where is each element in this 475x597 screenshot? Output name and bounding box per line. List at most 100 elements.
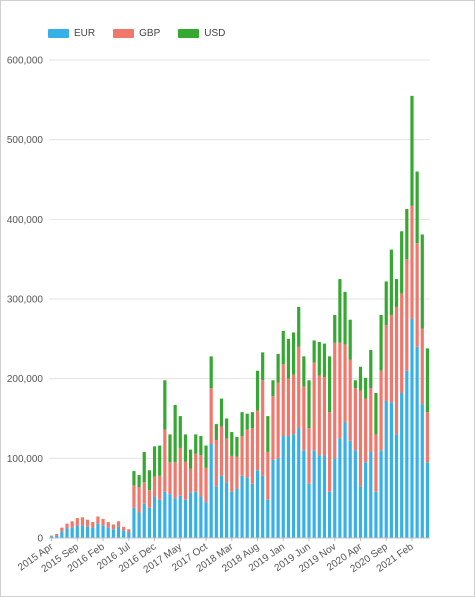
bar-segment-eur <box>348 440 352 538</box>
bar-segment-gbp <box>400 293 404 394</box>
legend-item-gbp[interactable]: GBP <box>113 28 160 39</box>
bar-segment-usd <box>410 95 414 206</box>
bar-segment-gbp <box>96 516 100 524</box>
bar-segment-eur <box>152 496 157 538</box>
bar-segment-usd <box>147 470 151 491</box>
bar-segment-gbp <box>91 522 95 528</box>
bar-segment-eur <box>163 491 167 538</box>
bar-segment-usd <box>338 279 342 343</box>
bar-segment-usd <box>384 281 388 326</box>
bar-segment-eur <box>230 491 234 538</box>
bar-segment-usd <box>369 349 373 389</box>
bar-segment-eur <box>209 443 213 538</box>
bar-segment-eur <box>142 503 146 538</box>
bar-segment-gbp <box>209 388 213 444</box>
bar-segment-usd <box>271 380 275 397</box>
bar-segment-usd <box>266 416 270 452</box>
bar-segment-usd <box>225 418 229 439</box>
legend-label-usd: USD <box>204 28 226 39</box>
bar-segment-gbp <box>410 205 414 319</box>
bar-segment-gbp <box>266 451 270 500</box>
bar-segment-gbp <box>328 412 332 492</box>
bar-segment-gbp <box>111 524 115 530</box>
bar-segment-usd <box>168 434 172 463</box>
bar-segment-eur <box>322 455 327 538</box>
bar-segment-eur <box>425 462 430 538</box>
bar-segment-usd <box>209 356 213 389</box>
bar-segment-eur <box>364 462 368 538</box>
bar-segment-gbp <box>312 362 316 451</box>
bar-segment-gbp <box>106 522 110 528</box>
bar-segment-usd <box>235 436 239 457</box>
y-tick-label: 300,000 <box>7 295 44 306</box>
bar-segment-usd <box>364 377 368 399</box>
bar-segment-gbp <box>80 517 85 526</box>
y-tick-label: 0 <box>37 534 43 545</box>
bar-segment-usd <box>328 356 332 413</box>
bar-segment-eur <box>70 527 74 538</box>
bar-segment-usd <box>245 413 249 430</box>
bar-segment-gbp <box>49 535 54 537</box>
bar-segment-eur <box>122 530 126 538</box>
bar-segment-gbp <box>137 487 141 513</box>
bar-segment-eur <box>281 436 285 538</box>
bar-segment-eur <box>374 491 378 538</box>
bar-segment-gbp <box>173 462 177 499</box>
bar-segment-usd <box>333 314 337 343</box>
bar-segment-eur <box>343 422 347 538</box>
bar-segment-gbp <box>245 429 249 478</box>
bar-segment-gbp <box>343 344 347 423</box>
bar-segment-gbp <box>250 428 254 484</box>
bar-segment-eur <box>111 529 115 538</box>
bar-segment-gbp <box>369 388 373 452</box>
bar-segment-usd <box>353 380 357 389</box>
bar-segment-eur <box>204 502 208 538</box>
bar-segment-eur <box>132 507 136 538</box>
bar-segment-usd <box>297 306 301 347</box>
bar-segment-usd <box>374 393 378 435</box>
bar-segment-gbp <box>127 529 131 533</box>
bar-segment-gbp <box>374 434 378 492</box>
bar-segment-eur <box>312 450 316 538</box>
bar-segment-gbp <box>225 438 229 483</box>
bar-segment-eur <box>261 475 265 538</box>
legend-label-gbp: GBP <box>139 28 161 39</box>
bar-segment-eur <box>420 404 424 538</box>
bars <box>49 95 430 538</box>
bar-segment-usd <box>183 434 188 462</box>
bar-segment-usd <box>142 451 146 483</box>
bar-segment-eur <box>317 455 321 538</box>
bar-segment-eur <box>384 400 388 538</box>
bar-segment-usd <box>250 412 254 429</box>
bar-segment-gbp <box>199 455 203 497</box>
bar-segment-eur <box>333 458 337 538</box>
bar-segment-eur <box>55 535 59 538</box>
bar-segment-eur <box>266 499 270 538</box>
bar-segment-eur <box>415 346 419 538</box>
legend: EUR GBP USD <box>48 28 225 39</box>
legend-item-eur[interactable]: EUR <box>48 28 95 39</box>
bar-segment-eur <box>225 482 229 538</box>
bar-segment-eur <box>75 526 79 538</box>
bar-segment-gbp <box>75 518 79 527</box>
bar-segment-eur <box>106 527 110 538</box>
bar-segment-usd <box>194 434 198 454</box>
bar-segment-eur <box>91 527 95 538</box>
bar-segment-usd <box>214 424 218 441</box>
legend-swatch-usd <box>178 29 200 38</box>
bar-segment-usd <box>312 340 316 363</box>
bar-segment-gbp <box>291 374 296 435</box>
bar-segment-usd <box>281 330 285 365</box>
bar-segment-eur <box>147 507 151 538</box>
bar-segment-usd <box>132 471 136 486</box>
bar-segment-gbp <box>338 342 342 439</box>
bar-segment-gbp <box>168 462 172 495</box>
legend-item-usd[interactable]: USD <box>178 28 225 39</box>
bar-segment-usd <box>286 338 291 379</box>
bar-segment-gbp <box>122 526 126 531</box>
bar-segment-eur <box>65 528 69 538</box>
y-axis: 0 100,000 200,000 300,000 400,000 500,000 600,… <box>7 56 44 545</box>
bar-segment-usd <box>322 343 327 378</box>
bar-segment-eur <box>353 450 357 538</box>
bar-segment-gbp <box>364 398 368 463</box>
